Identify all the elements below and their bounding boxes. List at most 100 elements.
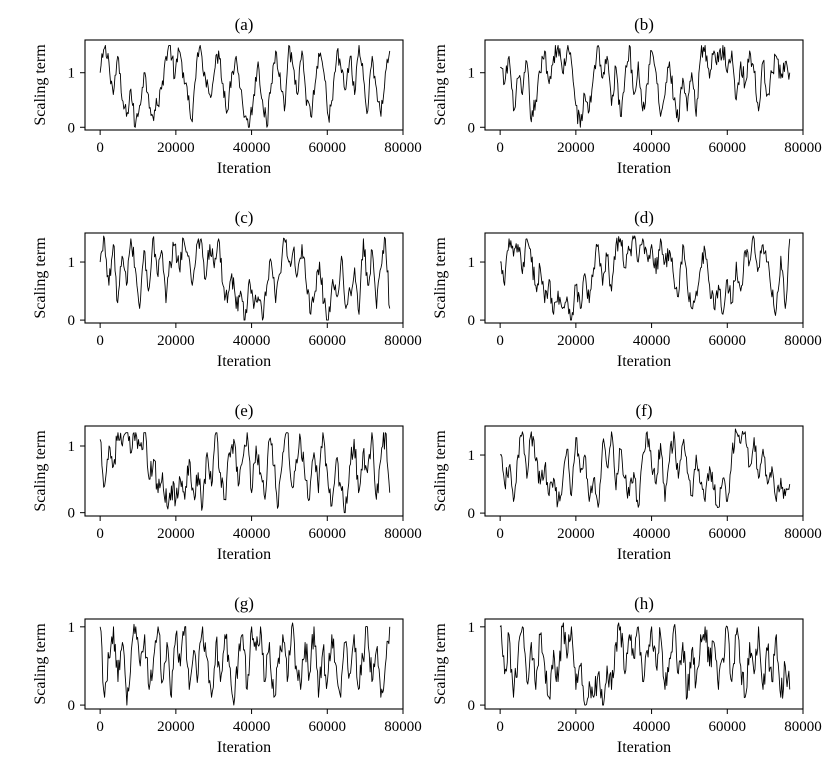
y-tick-label: 1 [468,620,476,636]
y-tick-label: 0 [68,313,76,329]
x-tick-label: 60000 [309,333,347,349]
x-tick-label: 80000 [384,526,422,542]
x-tick-label: 60000 [709,333,747,349]
series-line [499,622,791,706]
x-tick-label: 20000 [557,140,595,156]
panel-title: (f) [636,401,653,420]
panel-title: (c) [235,208,254,227]
panel-g: (g) 0 20000 40000 60000 80000 0 1 Iteration Scali… [32,594,422,756]
x-tick-label: 60000 [709,719,747,735]
y-tick-label: 1 [468,66,476,82]
x-tick-label: 80000 [384,140,422,156]
y-tick-label: 0 [68,120,76,136]
y-tick-label: 0 [468,698,476,714]
x-tick-label: 60000 [309,719,347,735]
x-tick-label: 0 [96,333,104,349]
x-tick-label: 80000 [784,719,822,735]
x-tick-label: 80000 [784,526,822,542]
series-line [99,45,391,128]
axes-frame [484,425,804,517]
x-tick-label: 20000 [157,526,195,542]
x-tick-label: 0 [496,333,504,349]
x-tick-label: 20000 [157,333,195,349]
x-tick-label: 0 [96,140,104,156]
x-tick-label: 0 [96,719,104,735]
x-tick-label: 0 [496,526,504,542]
x-tick-label: 20000 [157,140,195,156]
axes-frame [484,618,804,710]
x-tick-label: 60000 [709,526,747,542]
y-tick-label: 1 [68,255,76,271]
x-axis-label: Iteration [217,739,271,756]
panel-h: (h) 0 20000 40000 60000 80000 0 1 Iteration Scali… [432,594,822,756]
x-tick-label: 20000 [557,333,595,349]
x-axis-label: Iteration [617,353,671,370]
axes-frame [84,39,404,131]
axes-frame [84,232,404,324]
panel-title: (e) [235,401,254,420]
panel-a: (a) 0 20000 40000 60000 80000 0 1 Iteration Scali… [32,15,422,177]
x-tick-label: 80000 [384,719,422,735]
x-tick-label: 20000 [557,526,595,542]
x-tick-label: 80000 [784,140,822,156]
panel-title: (a) [235,15,254,34]
x-tick-label: 40000 [633,526,671,542]
series-line [99,622,391,706]
panel-title: (h) [634,594,654,613]
panel-d: (d) 0 20000 40000 60000 80000 0 1 Iteration Scali… [432,208,822,370]
x-axis-label: Iteration [617,160,671,177]
series-line [500,235,791,321]
axes-frame [484,232,804,324]
y-axis-label: Scaling term [32,623,49,705]
x-tick-label: 40000 [633,333,671,349]
x-tick-label: 40000 [233,719,271,735]
x-tick-label: 40000 [633,719,671,735]
y-axis-label: Scaling term [432,430,449,512]
y-tick-label: 1 [468,255,476,271]
y-tick-label: 0 [68,698,76,714]
y-tick-label: 1 [68,439,76,455]
y-axis-label: Scaling term [432,44,449,126]
x-axis-label: Iteration [217,160,271,177]
x-axis-label: Iteration [617,739,671,756]
panel-title: (g) [234,594,254,613]
x-tick-label: 60000 [709,140,747,156]
y-tick-label: 0 [68,506,76,522]
panel-c: (c) 0 20000 40000 60000 80000 0 1 Iteration Scali… [32,208,422,370]
panel-title: (b) [634,15,654,34]
x-tick-label: 20000 [157,719,195,735]
x-tick-label: 60000 [309,140,347,156]
x-tick-label: 0 [496,140,504,156]
axes-frame [84,618,404,710]
x-axis-label: Iteration [217,546,271,563]
y-axis-label: Scaling term [32,237,49,319]
y-tick-label: 1 [68,620,76,636]
axes-frame [484,39,804,131]
y-axis-label: Scaling term [432,237,449,319]
y-tick-label: 1 [468,448,476,464]
axes-frame [84,425,404,517]
x-axis-label: Iteration [217,353,271,370]
x-tick-label: 40000 [233,333,271,349]
x-tick-label: 40000 [233,140,271,156]
x-tick-label: 40000 [233,526,271,542]
panel-b: (b) 0 20000 40000 60000 80000 0 1 Iteration Scali… [432,15,822,177]
series-line [99,235,391,321]
x-tick-label: 40000 [633,140,671,156]
x-tick-label: 20000 [557,719,595,735]
x-tick-label: 0 [96,526,104,542]
y-tick-label: 0 [468,120,476,136]
x-tick-label: 80000 [784,333,822,349]
series-line [99,432,391,514]
x-tick-label: 0 [496,719,504,735]
y-tick-label: 0 [468,506,476,522]
x-axis-label: Iteration [617,546,671,563]
x-tick-label: 80000 [384,333,422,349]
y-axis-label: Scaling term [32,430,49,512]
y-axis-label: Scaling term [32,44,49,126]
y-tick-label: 1 [68,66,76,82]
panel-e: (e) 0 20000 40000 60000 80000 0 1 Iteration Scali… [32,401,422,563]
panel-f: (f) 0 20000 40000 60000 80000 0 1 Iteration Scali… [432,401,822,563]
series-line [499,428,791,508]
